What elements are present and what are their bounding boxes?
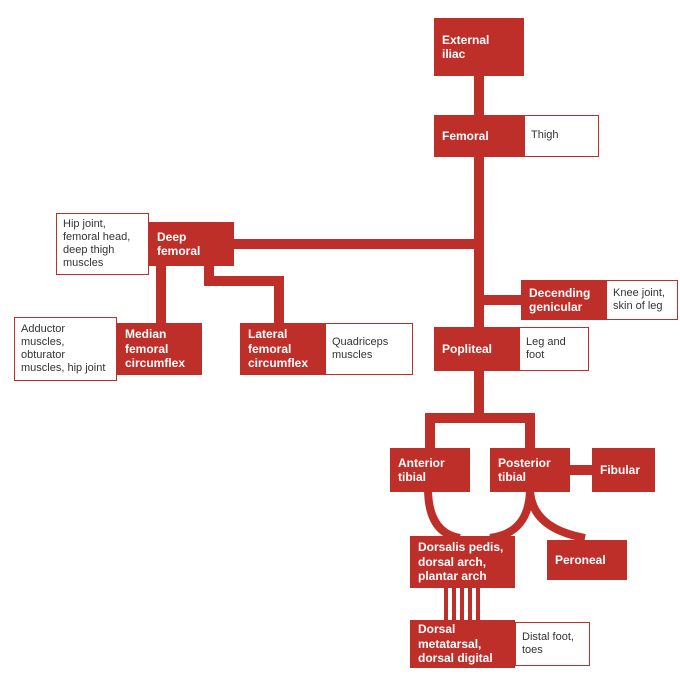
node-anterior-tibial: Anterior tibial [390,448,470,492]
node-posterior-tibial: Posterior tibial [490,448,570,492]
node-deep-femoral: Deep femoral [149,222,234,266]
node-descending-genicular: Decending genicular [521,280,606,320]
edge-split-to-anterior [425,413,435,451]
edge-split-to-posterior [525,413,535,451]
label-thigh: Thigh [524,115,599,157]
edge-comb-5 [476,585,480,623]
node-dorsalis-pedis: Dorsalis pedis, dorsal arch, plantar arc… [410,536,515,588]
edge-trunk-deepfemoral [230,239,478,249]
edge-deepfem-lateral-h [204,276,282,286]
edge-externaliliac-femoral [474,72,484,118]
node-dorsal-metatarsal: Dorsal metatarsal, dorsal digital [410,620,515,668]
edge-comb-2 [452,585,456,623]
edge-trunk-descgenicular [480,295,525,305]
node-external-iliac: External iliac [434,18,524,76]
edge-deepfem-median-v [156,262,166,326]
edge-split-h [425,413,533,423]
node-fibular: Fibular [592,448,655,492]
edge-comb-3 [460,585,464,623]
node-lateral-femoral-circumflex: Lateral femoral circumflex [240,323,325,375]
edge-comb-1 [444,585,448,623]
node-femoral: Femoral [434,115,524,157]
node-median-femoral-circumflex: Median femoral circumflex [117,323,202,375]
node-popliteal: Popliteal [434,327,519,371]
edge-deepfem-lateral-v2 [274,276,284,326]
edge-popliteal-down [474,368,484,418]
label-leg-foot: Leg and foot [519,327,589,371]
label-hip-joint: Hip joint, femoral head, deep thigh musc… [56,213,149,275]
label-distal-foot: Distal foot, toes [515,622,590,666]
edge-comb-4 [468,585,472,623]
label-adductor: Adductor muscles, obturator muscles, hip… [14,317,117,381]
node-peroneal: Peroneal [547,540,627,580]
label-quadriceps: Quadriceps muscles [325,323,413,375]
label-knee-joint: Knee joint, skin of leg [606,280,678,320]
